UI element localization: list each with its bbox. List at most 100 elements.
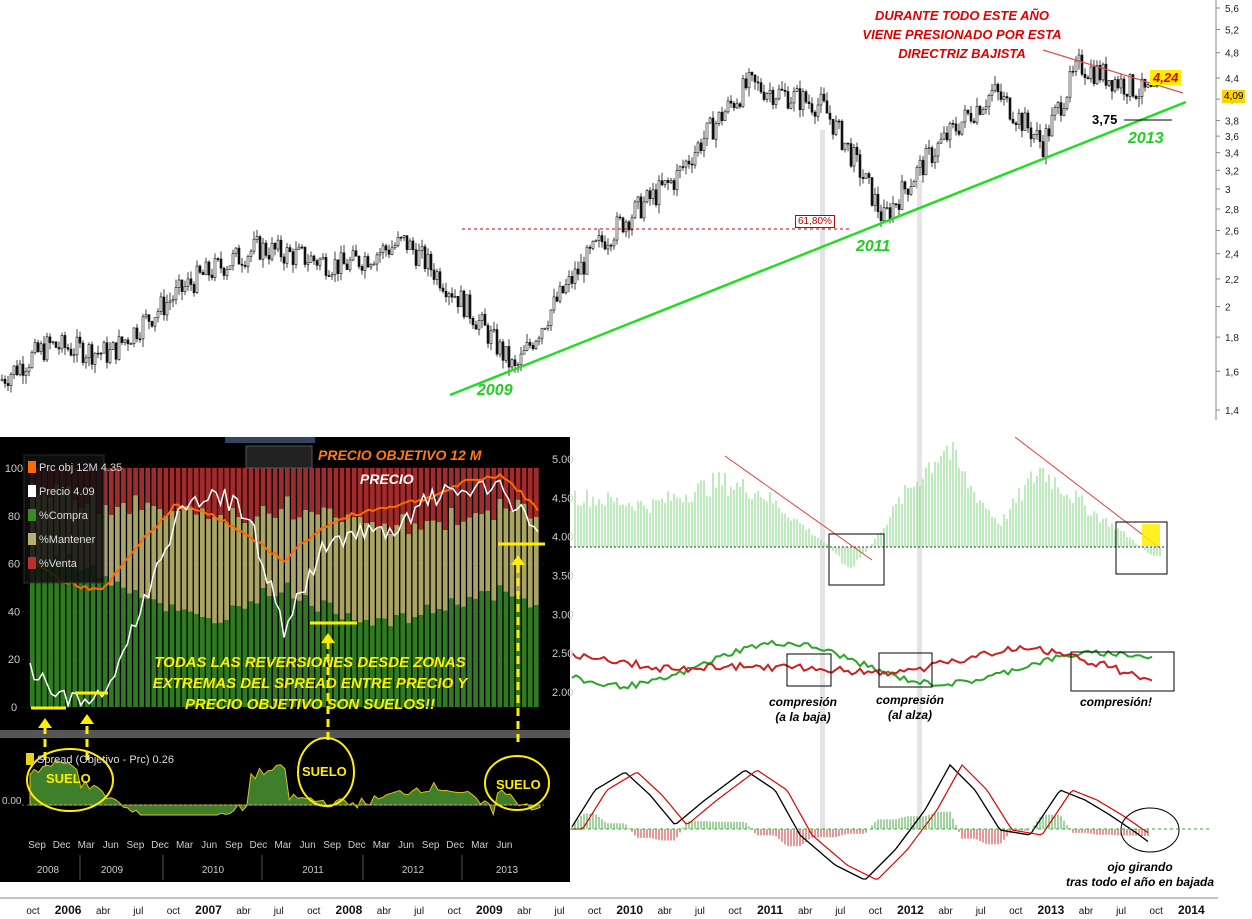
candle-body (546, 325, 550, 329)
inset-month-label: Jun (398, 840, 414, 851)
candle-body (564, 284, 568, 294)
bar-compra (278, 592, 284, 707)
compresion-text: compresión (768, 695, 837, 709)
bar-compra (121, 587, 126, 707)
candle-body (723, 111, 727, 121)
candle-body (810, 103, 814, 113)
candle-body (825, 100, 829, 114)
last-price-badge: 4,09 (1222, 90, 1246, 103)
bar-venta (533, 468, 539, 517)
candle-body (141, 316, 145, 340)
bar-compra (187, 611, 193, 707)
candle-body (537, 337, 541, 342)
price-axis-tick-label: 3,2 (1225, 166, 1239, 177)
candle-body (510, 359, 514, 368)
candle-body (15, 365, 19, 376)
candle-body (732, 102, 736, 109)
candle-body (741, 78, 745, 107)
bar-compra (339, 619, 345, 707)
candle-body (255, 236, 259, 240)
candle-body (402, 235, 406, 238)
bar-venta (455, 468, 460, 525)
candle-body (1110, 80, 1114, 92)
suelo-circle (297, 737, 355, 807)
inset-right-tick: 5.00 (552, 454, 573, 466)
candle-body (888, 207, 892, 220)
bar-compra (48, 562, 53, 707)
bar-mantener (218, 514, 223, 623)
suelo-circle (484, 755, 550, 811)
candle-body (654, 189, 658, 206)
candle-body (675, 170, 679, 190)
candle-body (111, 342, 115, 350)
bar-venta (345, 468, 351, 515)
legend-label: %Compra (39, 510, 88, 522)
inset-left-tick: 40 (8, 606, 20, 618)
candle-body (627, 221, 631, 231)
candle-body (819, 93, 823, 106)
candle-body (1056, 102, 1060, 109)
candle-body (528, 342, 532, 346)
candle-body (969, 112, 973, 122)
bar-compra (36, 565, 41, 707)
bar-compra (533, 605, 539, 707)
candle-body (381, 245, 385, 253)
bar-venta (473, 468, 478, 513)
candle-body (609, 244, 613, 247)
candle-body (222, 267, 226, 276)
bar-compra (327, 602, 333, 707)
candle-body (1014, 122, 1018, 125)
candle-body (327, 275, 331, 277)
bar-venta (297, 468, 302, 518)
candle-body (699, 142, 703, 151)
candle-body (477, 320, 481, 330)
arrow-head (38, 718, 52, 728)
highlight-box (1142, 524, 1160, 546)
candle-body (1002, 96, 1006, 100)
candle-body (195, 265, 199, 293)
bar-venta (515, 468, 521, 500)
candle-body (36, 342, 40, 352)
price-axis-tick-label: 5,2 (1225, 25, 1239, 36)
candle-body (210, 274, 214, 278)
candle-body (306, 262, 310, 265)
bar-compra (400, 613, 406, 707)
candle-body (1008, 97, 1012, 120)
compresion-text: (al alza) (887, 708, 932, 722)
bar-venta (485, 468, 491, 511)
price-axis-tick-label: 5,6 (1225, 4, 1239, 15)
bar-compra (394, 614, 400, 707)
compresion-final-label: compresión! (1080, 695, 1153, 709)
price-axis-tick-label: 4,4 (1225, 74, 1239, 85)
candle-body (321, 257, 325, 260)
candle-body (261, 242, 265, 260)
x-axis-label: oct (167, 906, 181, 917)
inset-month-label: Dec (151, 840, 169, 851)
headline-line: VIENE PRESIONADO POR ESTA (862, 27, 1062, 42)
bar-mantener (291, 519, 296, 599)
candle-body (930, 147, 934, 163)
candle-body (360, 266, 364, 271)
candle-body (693, 152, 697, 166)
candle-body (933, 155, 937, 163)
bar-venta (333, 468, 339, 518)
candle-body (903, 181, 907, 190)
candle-body (393, 245, 397, 249)
bar-compra (212, 623, 217, 707)
bar-mantener (242, 522, 248, 609)
bar-mantener (266, 513, 272, 597)
bar-mantener (127, 514, 132, 594)
x-axis-label: abr (236, 906, 251, 917)
candle-body (789, 102, 793, 109)
bar-mantener (115, 506, 120, 582)
bar-mantener (151, 505, 157, 600)
bar-compra (30, 561, 35, 707)
inset-separator (0, 730, 570, 738)
candle-body (1044, 128, 1048, 157)
candle-body (1068, 70, 1072, 98)
candle-body (813, 111, 817, 117)
bar-mantener (248, 521, 254, 602)
inset-month-label: Dec (53, 840, 71, 851)
candle-body (228, 265, 232, 270)
support-trendline (449, 100, 1187, 397)
